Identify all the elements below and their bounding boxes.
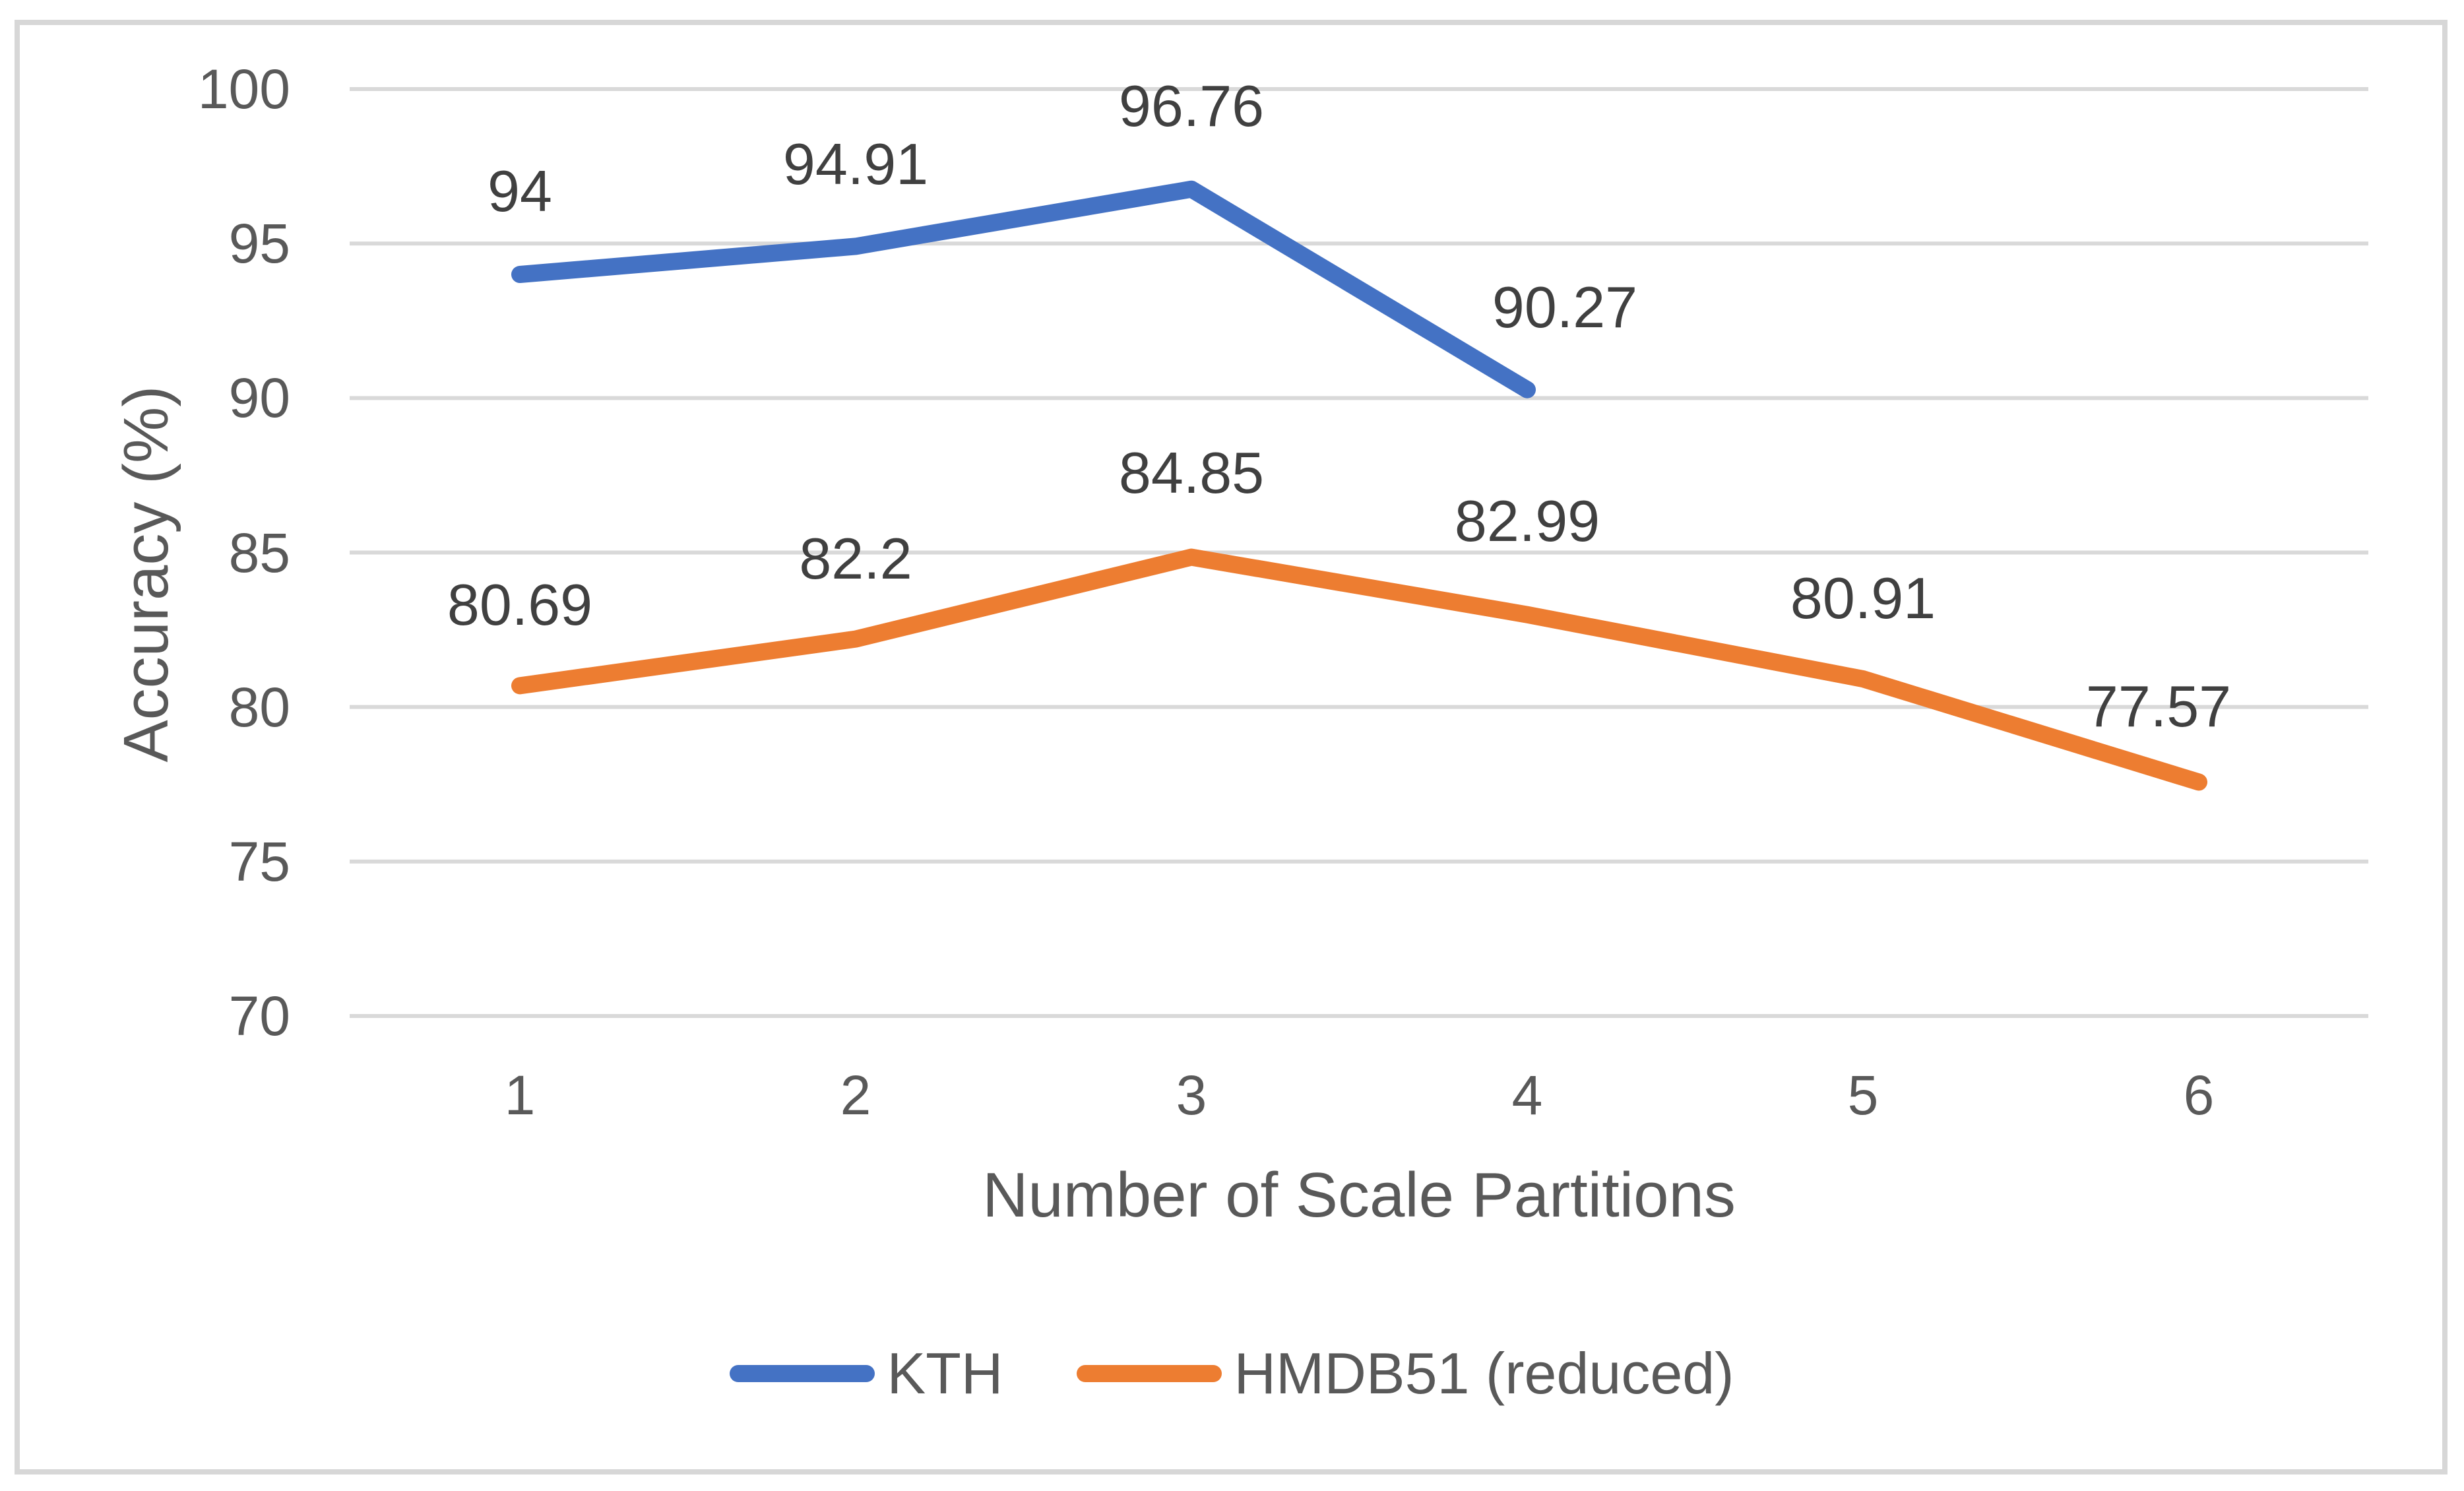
y-tick-label: 100 xyxy=(197,58,290,120)
data-label-kth: 90.27 xyxy=(1492,274,1638,340)
data-label-kth: 94.91 xyxy=(782,131,929,197)
data-label-hmdb51: 77.57 xyxy=(2085,674,2232,740)
x-axis-title: Number of Scale Partitions xyxy=(982,1160,1736,1230)
data-label-kth: 96.76 xyxy=(1118,73,1265,139)
y-axis-title: Accuracy (%) xyxy=(111,385,181,763)
data-label-hmdb51: 82.99 xyxy=(1454,488,1600,554)
chart-border-frame xyxy=(15,20,2448,1475)
series-line-hmdb51-reduced- xyxy=(511,548,2207,791)
x-tick-label: 3 xyxy=(1176,1064,1207,1126)
x-tick-label: 1 xyxy=(504,1064,536,1126)
y-tick-label: 75 xyxy=(228,830,290,893)
kth-line-swatch-icon xyxy=(730,1365,875,1382)
legend-item-kth: KTH xyxy=(730,1340,1003,1407)
legend: KTH HMDB51 (reduced) xyxy=(0,1334,2464,1413)
data-label-kth: 94 xyxy=(488,158,552,224)
hmdb51-line-swatch-icon xyxy=(1077,1365,1222,1382)
x-tick-label: 5 xyxy=(1847,1064,1879,1126)
series-line-kth xyxy=(511,180,1536,398)
x-tick-label: 4 xyxy=(1511,1064,1543,1126)
legend-label: KTH xyxy=(887,1341,1003,1406)
x-tick-label: 6 xyxy=(2183,1064,2215,1126)
y-tick-label: 85 xyxy=(228,521,290,584)
y-tick-label: 95 xyxy=(228,212,290,275)
data-label-hmdb51: 80.91 xyxy=(1790,565,1936,631)
data-label-hmdb51: 80.69 xyxy=(447,572,593,638)
legend-label: HMDB51 (reduced) xyxy=(1234,1341,1734,1406)
x-tick-label: 2 xyxy=(840,1064,871,1126)
legend-item-hmdb51: HMDB51 (reduced) xyxy=(1077,1340,1734,1407)
data-label-hmdb51: 82.2 xyxy=(799,525,912,591)
y-tick-label: 70 xyxy=(228,985,290,1047)
y-tick-label: 90 xyxy=(228,367,290,429)
data-label-hmdb51: 84.85 xyxy=(1118,439,1265,505)
y-tick-label: 80 xyxy=(228,676,290,738)
